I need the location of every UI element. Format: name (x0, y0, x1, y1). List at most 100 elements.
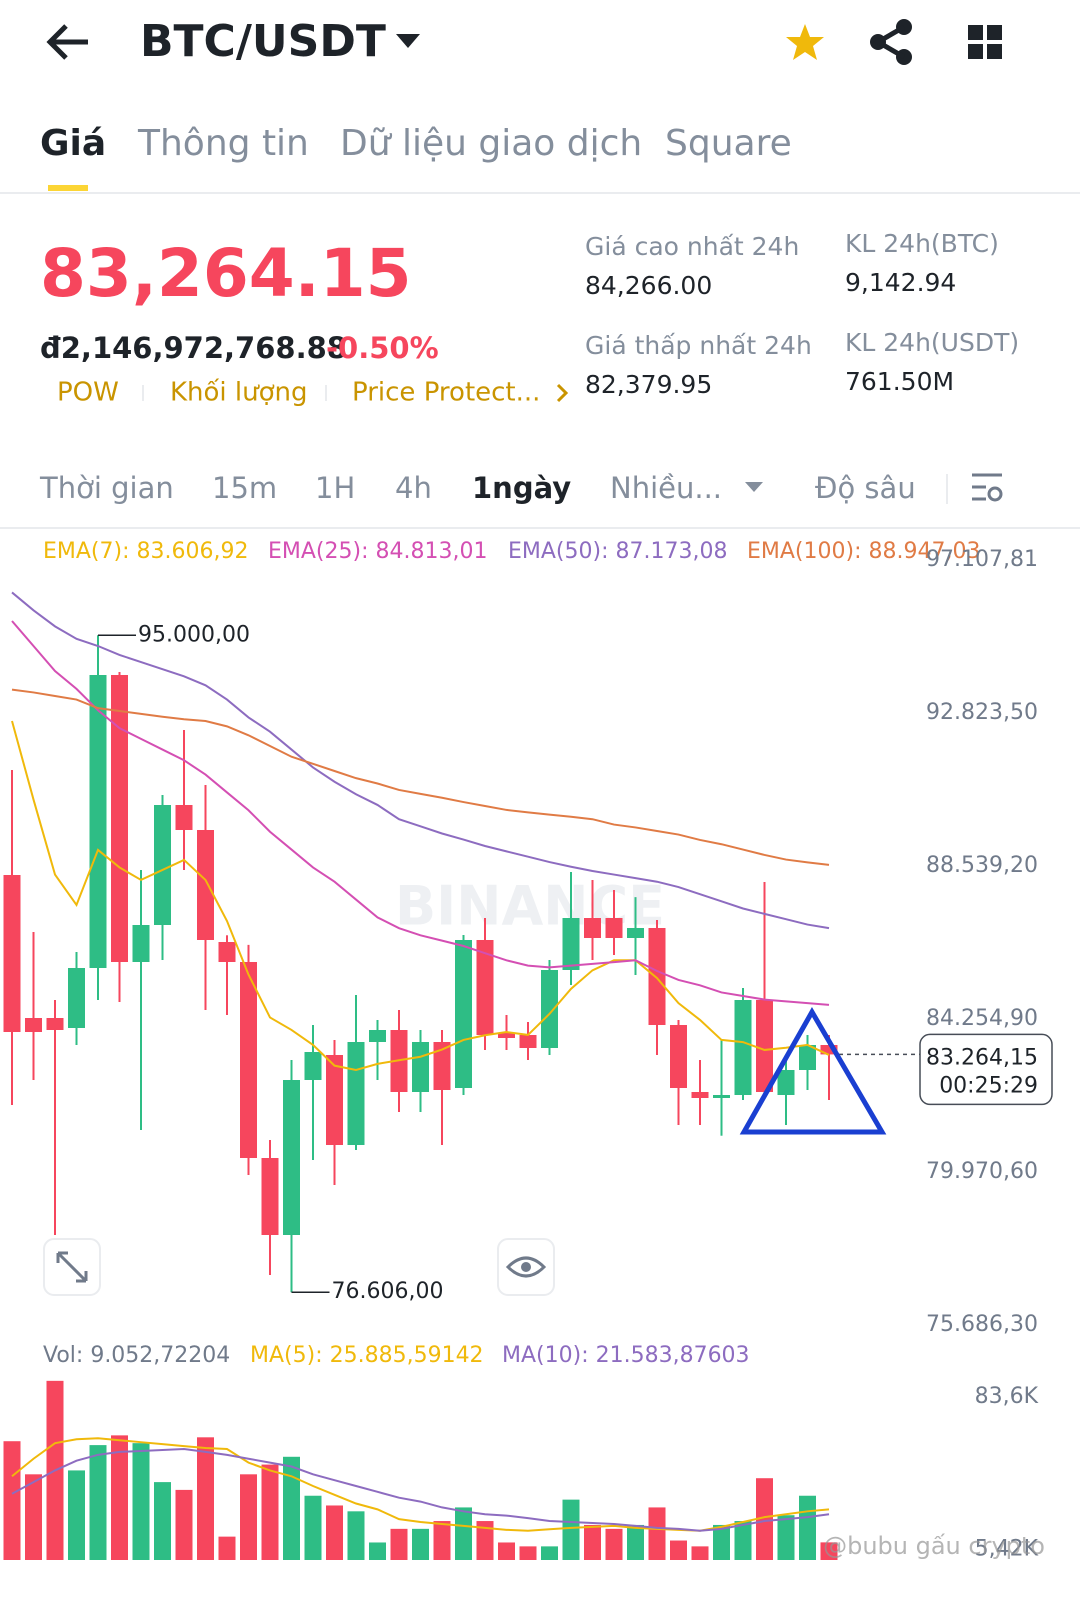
volume-bar (390, 1528, 408, 1560)
candle-body (713, 1095, 730, 1098)
ema-line (11, 688, 830, 866)
pair-title[interactable]: BTC/USDT (140, 16, 386, 67)
countdown: 00:25:29 (939, 1073, 1038, 1098)
interval[interactable]: 15m (212, 471, 277, 505)
volume-bar (154, 1482, 171, 1560)
candle-body (476, 940, 494, 1035)
tab[interactable]: Dữ liệu giao dịch (340, 123, 642, 164)
candle-body (820, 1045, 838, 1055)
drawn-triangle (739, 1006, 887, 1135)
stat-value: 84,266.00 (585, 271, 712, 300)
volume-bar (369, 1542, 386, 1560)
candle-body (89, 675, 107, 968)
price-change: -0.50% (326, 331, 439, 365)
interval[interactable]: 1H (315, 471, 355, 505)
volume-bar (562, 1499, 580, 1560)
candle-body (541, 970, 558, 1048)
watermark: BINANCE (395, 875, 665, 938)
legend-ma: MA(5): 25.885,59142 (250, 1343, 484, 1368)
legend-ema: EMA(50): 87.173,08 (508, 539, 727, 564)
candle-body (519, 1035, 537, 1048)
candle-body (132, 925, 150, 962)
candle-body (691, 1092, 709, 1098)
candle-body (3, 875, 21, 1032)
visibility-button[interactable] (497, 1238, 555, 1296)
volume-bar (498, 1542, 515, 1560)
grid-menu[interactable] (968, 25, 1002, 59)
candle-body (734, 1000, 752, 1095)
y-tick-label: 97.107,81 (926, 547, 1038, 572)
volume-bar (412, 1528, 429, 1560)
tab-indicator (48, 185, 88, 191)
tag[interactable]: Price Protect... (352, 378, 540, 408)
stat-value: 82,379.95 (585, 370, 712, 399)
candle-body (498, 1033, 515, 1038)
volume-bar (3, 1441, 21, 1560)
candle-body (670, 1025, 687, 1088)
legend-ema: EMA(25): 84.813,01 (268, 539, 487, 564)
interval[interactable]: Nhiều... (610, 471, 722, 505)
candle-body (605, 918, 623, 938)
candle-body (347, 1042, 365, 1145)
back-button[interactable] (46, 24, 88, 60)
volume-bar (175, 1489, 193, 1560)
interval[interactable]: Thời gian (39, 471, 174, 505)
volume-bar (756, 1478, 773, 1560)
volume-bar (519, 1546, 537, 1560)
interval[interactable]: 4h (395, 471, 432, 505)
tab[interactable]: Thông tin (137, 123, 309, 164)
tab[interactable]: Giá (40, 123, 106, 164)
candle-body (369, 1030, 386, 1042)
volume-bar (777, 1515, 795, 1560)
volume-bar (111, 1435, 128, 1560)
candle-body (799, 1045, 816, 1070)
high-label: 95.000,00 (138, 622, 250, 647)
volume-bar (347, 1511, 365, 1560)
expand-icon (56, 1251, 88, 1283)
volume-bar (541, 1546, 558, 1560)
volume-bar (476, 1521, 494, 1560)
volume-bar (433, 1521, 451, 1560)
fiat-price: đ2,146,972,768.88 (40, 331, 347, 365)
volume-bar (218, 1536, 236, 1560)
candle-body (68, 968, 85, 1028)
stat-label: KL 24h(BTC) (845, 229, 999, 258)
ema-line (11, 591, 830, 930)
candle-body (240, 962, 257, 1158)
legend-ma: MA(10): 21.583,87603 (502, 1343, 750, 1368)
chevron[interactable] (556, 383, 569, 403)
tab[interactable]: Square (665, 123, 792, 164)
volume-bar (584, 1524, 601, 1560)
candle-body (648, 928, 666, 1025)
interval-active[interactable]: 1ngày (472, 471, 571, 505)
candle-body (562, 918, 580, 970)
volume-bar (455, 1507, 472, 1560)
candle-body (304, 1052, 322, 1080)
candle-body (25, 1018, 42, 1032)
fullscreen-button[interactable] (43, 1238, 101, 1296)
y-tick-label: 5,42K (975, 1536, 1039, 1561)
candle-body (46, 1018, 64, 1030)
volume-bar (691, 1546, 709, 1560)
candle-body (584, 918, 601, 938)
stat-label: Giá cao nhất 24h (585, 232, 799, 261)
dropdown[interactable] (745, 482, 763, 492)
stat-label: Giá thấp nhất 24h (585, 331, 812, 360)
stat-label: KL 24h(USDT) (845, 328, 1019, 357)
interval[interactable]: Độ sâu (815, 471, 916, 505)
eye-pupil (521, 1262, 531, 1272)
pair-dropdown[interactable] (396, 34, 420, 48)
volume-bar (197, 1437, 214, 1560)
candle-body (433, 1042, 451, 1090)
y-tick-label: 92.823,50 (926, 700, 1038, 725)
candle-body (756, 1000, 773, 1092)
volume-bar (240, 1474, 257, 1560)
tag[interactable]: Khối lượng (170, 378, 308, 408)
stat-value: 761.50M (845, 367, 954, 396)
share-button[interactable] (870, 19, 912, 65)
y-tick-label: 84.254,90 (926, 1006, 1038, 1031)
chart-settings[interactable] (972, 473, 1003, 502)
favorite-star[interactable] (786, 24, 824, 60)
tag[interactable]: POW (57, 378, 119, 408)
